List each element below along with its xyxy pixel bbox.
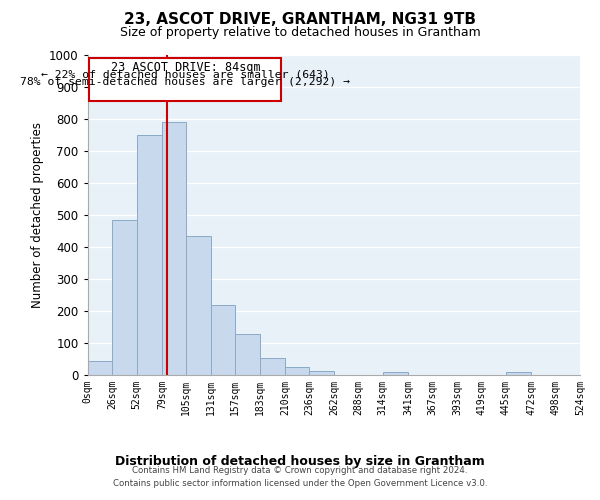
- Bar: [383, 372, 408, 375]
- Y-axis label: Number of detached properties: Number of detached properties: [31, 122, 44, 308]
- Bar: [162, 122, 187, 375]
- Bar: [137, 135, 162, 375]
- Bar: [211, 304, 235, 375]
- Bar: [260, 358, 285, 375]
- Text: ← 22% of detached houses are smaller (643): ← 22% of detached houses are smaller (64…: [41, 70, 330, 80]
- Bar: [506, 372, 531, 375]
- Text: Size of property relative to detached houses in Grantham: Size of property relative to detached ho…: [119, 26, 481, 39]
- FancyBboxPatch shape: [89, 58, 281, 102]
- Bar: [285, 367, 310, 375]
- Bar: [310, 371, 334, 375]
- Text: 78% of semi-detached houses are larger (2,292) →: 78% of semi-detached houses are larger (…: [20, 78, 350, 88]
- Text: Distribution of detached houses by size in Grantham: Distribution of detached houses by size …: [115, 455, 485, 468]
- Bar: [112, 220, 137, 375]
- Bar: [187, 236, 211, 375]
- Text: 23, ASCOT DRIVE, GRANTHAM, NG31 9TB: 23, ASCOT DRIVE, GRANTHAM, NG31 9TB: [124, 12, 476, 28]
- Bar: [235, 334, 260, 375]
- Text: Contains HM Land Registry data © Crown copyright and database right 2024.
Contai: Contains HM Land Registry data © Crown c…: [113, 466, 487, 487]
- Bar: [88, 362, 112, 375]
- Text: 23 ASCOT DRIVE: 84sqm: 23 ASCOT DRIVE: 84sqm: [110, 62, 260, 74]
